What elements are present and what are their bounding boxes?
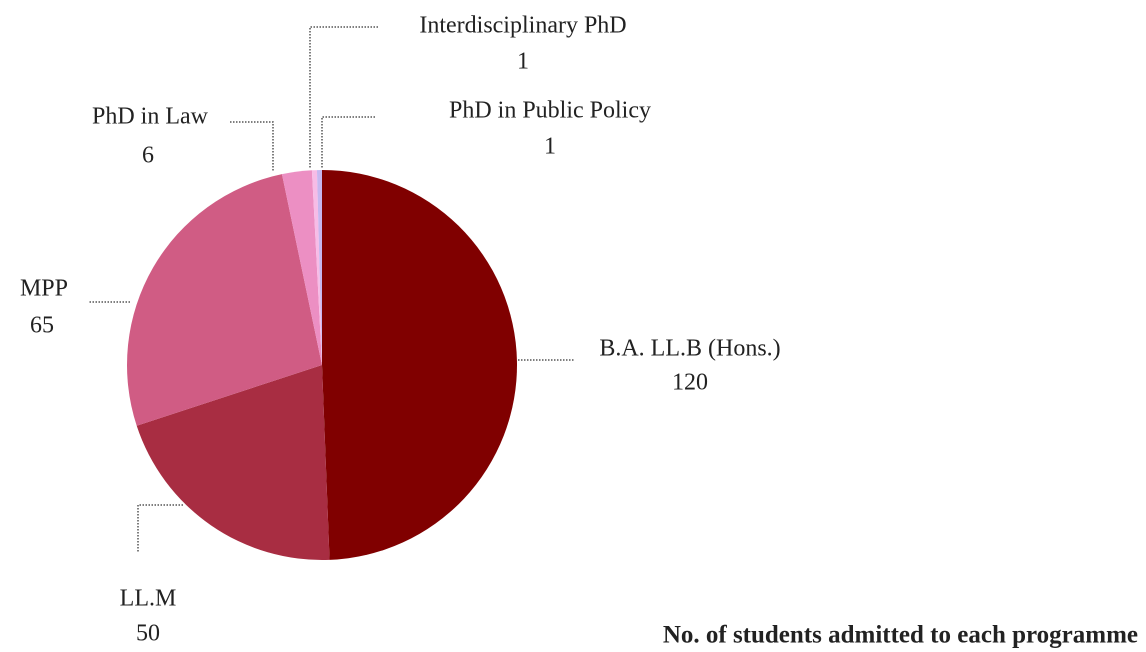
slice-value: 1 xyxy=(544,134,556,160)
leader-line xyxy=(137,504,183,552)
slice-label: MPP xyxy=(20,276,68,302)
pie-slice xyxy=(322,170,517,560)
leader-line xyxy=(309,26,378,168)
leader-line xyxy=(321,116,375,168)
slice-value: 65 xyxy=(30,313,54,339)
slice-label: LL.M xyxy=(120,586,177,612)
slice-label: Interdisciplinary PhD xyxy=(419,13,626,39)
pie-slice xyxy=(136,365,330,560)
leader-line xyxy=(230,121,274,172)
slice-value: 6 xyxy=(142,143,154,169)
pie-slice xyxy=(127,174,322,426)
slice-value: 120 xyxy=(672,370,708,396)
slice-label: B.A. LL.B (Hons.) xyxy=(599,336,780,362)
slice-label: PhD in Law xyxy=(92,104,209,130)
slice-label: PhD in Public Policy xyxy=(449,98,651,124)
slice-value: 1 xyxy=(517,49,529,75)
pie-slice xyxy=(311,170,322,365)
pie-slice xyxy=(281,170,322,365)
pie-slice xyxy=(316,170,322,365)
chart-title: No. of students admitted to each program… xyxy=(663,622,1138,649)
slice-value: 50 xyxy=(136,621,160,647)
